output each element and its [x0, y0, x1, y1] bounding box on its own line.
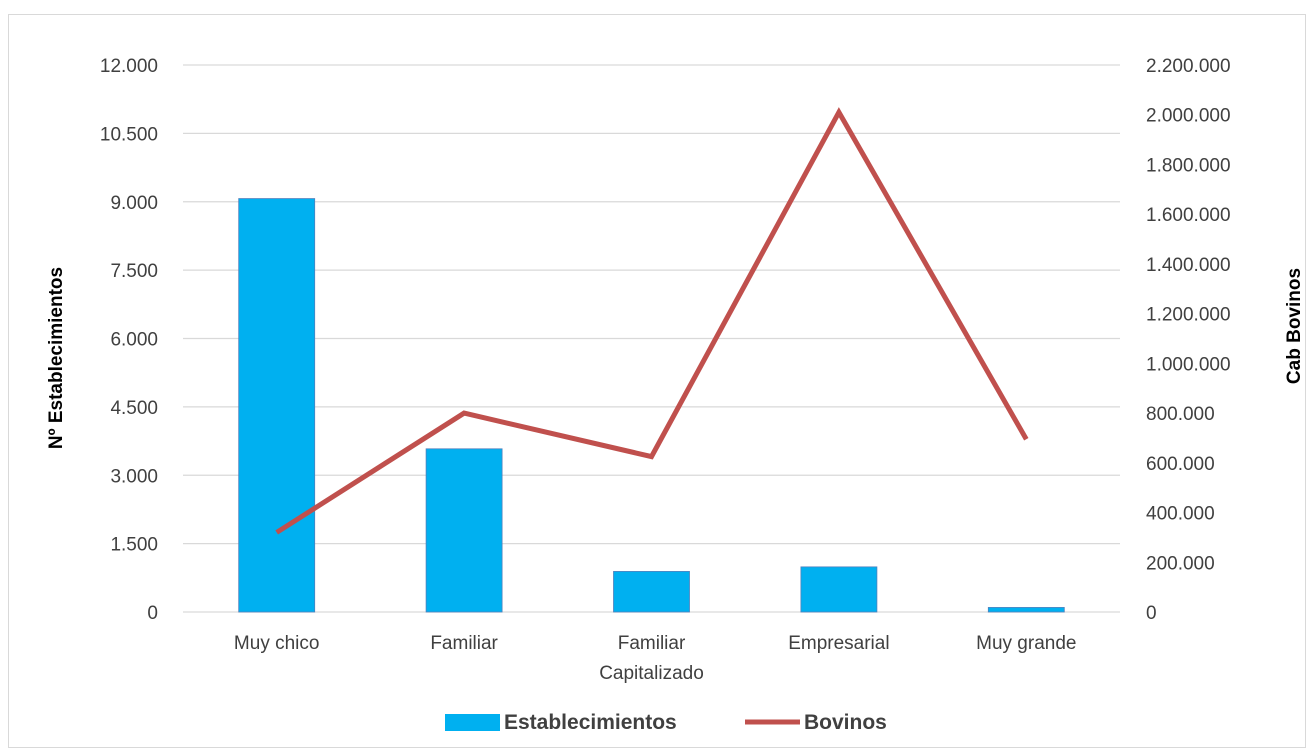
right-tick-label: 1.000.000	[1146, 354, 1231, 375]
bar-establecimientos	[238, 198, 316, 613]
right-tick-label: 2.200.000	[1146, 56, 1231, 77]
right-axis-ticks: 0 200.000 400.000 600.000 800.000 1.000.000 1.…	[1146, 56, 1231, 624]
right-tick-label: 800.000	[1146, 404, 1215, 425]
category-label: Muy grande	[976, 633, 1076, 654]
category-axis-ticks: Muy chico Familiar Familiar Capitalizado Emp…	[234, 633, 1077, 684]
right-tick-label: 400.000	[1146, 504, 1215, 525]
left-tick-label: 0	[147, 603, 158, 624]
right-tick-label: 600.000	[1146, 454, 1215, 475]
right-tick-label: 200.000	[1146, 553, 1215, 574]
bar-establecimientos	[425, 448, 503, 613]
bar-series-establecimientos	[238, 198, 1065, 613]
chart-frame	[8, 14, 1306, 748]
left-tick-label: 7.500	[110, 261, 158, 282]
line-series-bovinos	[275, 107, 1029, 535]
right-tick-label: 0	[1146, 603, 1157, 624]
left-tick-label: 12.000	[100, 56, 158, 77]
legend-label-establecimientos: Establecimientos	[504, 711, 677, 734]
category-label: Familiar	[430, 633, 498, 654]
category-label: Empresarial	[788, 633, 889, 654]
right-tick-label: 1.600.000	[1146, 205, 1231, 226]
line-bovinos	[275, 107, 1029, 535]
right-axis-title: Cab Bovinos	[1284, 268, 1305, 384]
gridlines	[183, 64, 1120, 613]
category-label: Familiar Capitalizado	[599, 633, 704, 684]
left-tick-label: 10.500	[100, 124, 158, 145]
bar-establecimientos	[613, 571, 690, 613]
category-label: Muy chico	[234, 633, 320, 654]
left-tick-label: 9.000	[110, 193, 158, 214]
right-tick-label: 1.200.000	[1146, 305, 1231, 326]
legend-swatch-establecimientos	[445, 714, 500, 731]
left-tick-label: 3.000	[110, 466, 158, 487]
left-tick-label: 6.000	[110, 330, 158, 351]
right-tick-label: 1.400.000	[1146, 255, 1231, 276]
left-tick-label: 1.500	[110, 535, 158, 556]
right-tick-label: 2.000.000	[1146, 106, 1231, 127]
left-tick-label: 4.500	[110, 398, 158, 419]
bar-establecimientos	[800, 566, 878, 613]
right-tick-label: 1.800.000	[1146, 155, 1231, 176]
bar-establecimientos	[987, 607, 1065, 613]
left-axis-title: Nº Establecimientos	[46, 267, 67, 449]
legend: Establecimientos Bovinos	[445, 711, 887, 734]
legend-label-bovinos: Bovinos	[804, 711, 887, 734]
left-axis-ticks: 0 1.500 3.000 4.500 6.000 7.500 9.000 10.500 12.…	[100, 56, 158, 624]
